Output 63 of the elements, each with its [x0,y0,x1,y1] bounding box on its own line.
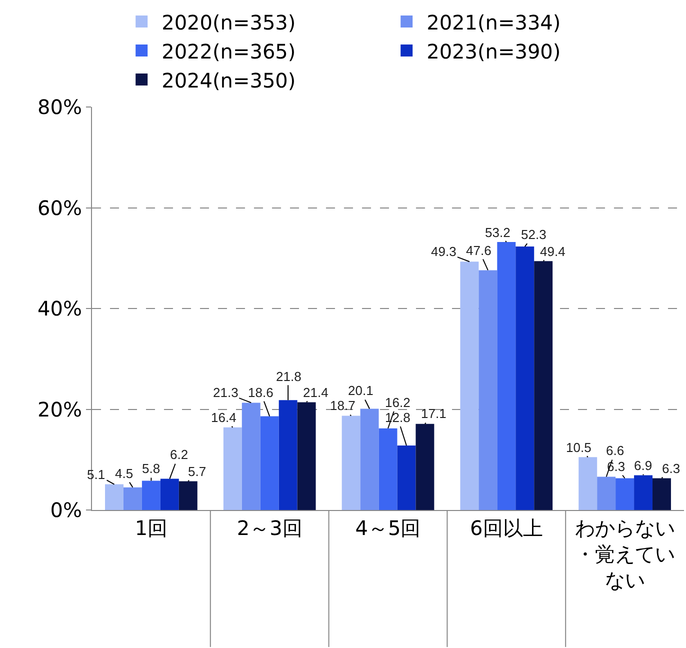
bar [242,402,260,510]
data-label: 4.5 [115,466,134,481]
legend-label: 2020(n=353) [162,10,296,34]
data-label: 16.4 [211,410,236,425]
bar [597,476,616,510]
bar [360,408,379,510]
bar [378,428,398,510]
legend-label: 2022(n=365) [162,39,296,64]
y-tick-label: 60% [38,196,82,220]
data-label: 49.3 [431,244,456,259]
bar [105,484,124,510]
bar [123,487,142,510]
legend-label: 2021(n=334) [426,10,561,34]
data-label: 5.7 [188,464,206,479]
x-tick-label: 1回 [134,516,168,540]
data-label: 47.6 [466,243,492,258]
bar [278,400,298,510]
legend-label: 2023(n=390) [426,39,561,64]
bar [297,402,316,510]
data-label: 21.8 [276,369,302,384]
y-tick-label: 40% [38,296,82,320]
data-label: 18.7 [330,398,356,413]
bar [478,270,498,510]
data-label: 18.6 [248,385,274,400]
x-tick-label: 4～5回 [355,516,421,540]
bar [160,478,179,510]
bar [516,246,534,510]
data-label: 17.1 [421,406,446,421]
y-tick-label: 80% [38,95,82,119]
data-label: 16.2 [385,395,410,410]
data-label: 49.4 [540,244,566,259]
x-tick-label: 2～3回 [236,516,302,540]
bar [223,427,242,510]
bar [534,261,553,510]
data-label: 53.2 [485,225,510,240]
y-tick-label: 20% [38,397,82,422]
bar [652,478,671,510]
data-label: 6.2 [170,447,188,462]
bar [578,457,598,510]
bar [342,416,360,510]
data-label: 21.3 [213,385,238,400]
y-tick-label: 0% [50,498,82,522]
bar [416,424,434,510]
data-label: 20.1 [348,383,374,398]
bar [497,242,516,510]
x-tick-label: わからない・覚えていない [574,516,675,592]
x-tick-label: 6回以上 [470,516,543,540]
data-label: 10.5 [566,440,592,455]
data-label: 5.8 [142,461,160,476]
bar [178,481,198,510]
bar [260,416,279,510]
data-label: 52.3 [521,227,546,242]
bar [397,446,416,510]
bar [616,478,634,510]
data-label: 5.1 [87,467,106,482]
data-label: 6.3 [662,461,680,476]
data-label: 6.6 [606,443,624,458]
bar [634,475,653,510]
legend-label: 2024(n=350) [162,68,296,92]
bar [142,480,160,510]
data-label: 6.9 [634,458,652,473]
bar [460,262,479,510]
data-label: 21.4 [303,385,328,400]
